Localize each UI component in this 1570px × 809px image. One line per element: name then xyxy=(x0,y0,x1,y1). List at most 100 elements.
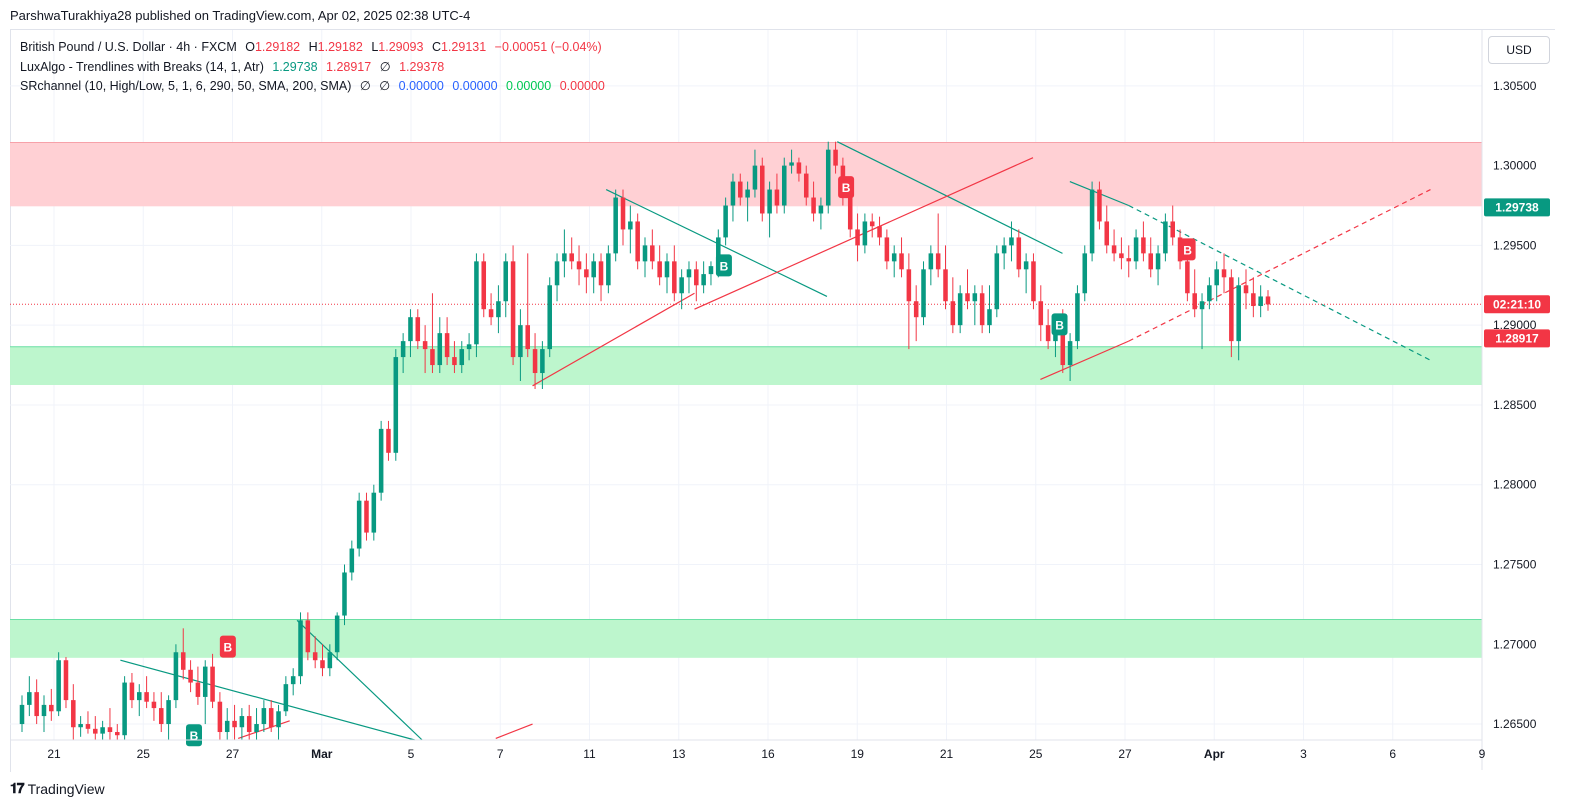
candle-body xyxy=(1251,293,1256,307)
candle-body xyxy=(276,711,281,728)
candle-body xyxy=(78,724,83,728)
candle xyxy=(869,213,875,238)
luxalgo-value-1: 1.29738 xyxy=(272,60,318,74)
candle-body xyxy=(41,704,47,717)
candle xyxy=(1243,269,1249,310)
candle-body xyxy=(312,652,318,661)
candle-body xyxy=(950,301,956,326)
candle-body xyxy=(1126,258,1132,262)
x-tick-label: 21 xyxy=(47,747,61,761)
candle-body xyxy=(158,708,164,725)
candle xyxy=(1141,221,1146,262)
break-label-text: B xyxy=(842,181,851,195)
candle-body xyxy=(1258,296,1263,307)
candle-body xyxy=(481,261,487,310)
srchannel-value-4: 0.00000 xyxy=(452,79,498,93)
candle xyxy=(554,253,560,302)
candle xyxy=(935,213,941,278)
candle xyxy=(356,492,362,557)
candle xyxy=(378,420,384,501)
break-label: B xyxy=(1179,238,1196,261)
candle-body xyxy=(869,221,875,227)
symbol-label[interactable]: British Pound / U.S. Dollar · 4h · FXCM xyxy=(20,40,237,54)
tradingview-brand[interactable]: 𝟏𝟕 TradingView xyxy=(10,780,105,797)
candle xyxy=(195,666,201,705)
candle-body xyxy=(774,189,780,206)
ohlc-low: L1.29093 xyxy=(371,40,424,54)
candle-body xyxy=(188,669,193,683)
x-tick-label: 25 xyxy=(1029,747,1043,761)
candle-body xyxy=(115,732,120,736)
candle-body xyxy=(408,317,413,342)
candle-body xyxy=(474,261,479,345)
candle-body xyxy=(752,165,758,190)
x-tick-label: 27 xyxy=(226,747,240,761)
candle xyxy=(452,341,457,374)
candle xyxy=(144,676,149,709)
candle xyxy=(122,676,127,740)
luxalgo-value-3: ∅ xyxy=(379,60,391,74)
candle-body xyxy=(1089,189,1095,254)
break-label-text: B xyxy=(1183,243,1192,257)
candle-body xyxy=(620,197,626,230)
candle xyxy=(386,420,391,461)
trendline xyxy=(1128,189,1431,342)
candle xyxy=(129,672,135,709)
candle-body xyxy=(1067,341,1073,366)
candle-body xyxy=(210,666,215,702)
candle-body xyxy=(93,728,98,734)
candle xyxy=(1001,237,1007,270)
candle-body xyxy=(246,716,252,733)
candle xyxy=(334,612,340,661)
publisher-line: ParshwaTurakhiya28 published on TradingV… xyxy=(10,8,471,23)
candle xyxy=(767,181,772,238)
candle-body xyxy=(239,716,245,728)
break-label: B xyxy=(715,254,732,277)
candle-body xyxy=(496,301,501,318)
candle-body xyxy=(701,274,706,286)
candle-body xyxy=(899,253,904,270)
legend-symbol-row[interactable]: British Pound / U.S. Dollar · 4h · FXCM … xyxy=(20,40,607,54)
candle xyxy=(723,197,728,246)
candle xyxy=(1075,285,1080,350)
candle xyxy=(540,341,545,389)
candle xyxy=(987,285,992,334)
break-label-text: B xyxy=(224,641,233,655)
candle xyxy=(825,141,831,214)
legend-luxalgo-row[interactable]: LuxAlgo - Trendlines with Breaks (14, 1,… xyxy=(20,59,449,74)
candle-body xyxy=(202,666,208,697)
candle-body xyxy=(1082,253,1088,294)
srchannel-value-5: 0.00000 xyxy=(506,79,552,93)
legend-srchannel-row[interactable]: SRchannel (10, High/Low, 5, 1, 6, 290, 5… xyxy=(20,78,610,93)
y-tick-label: 1.26500 xyxy=(1493,717,1537,731)
candle xyxy=(71,684,76,740)
candle-body xyxy=(503,261,509,302)
candle-body xyxy=(444,333,450,358)
candle-body xyxy=(664,261,670,278)
srchannel-indicator-name[interactable]: SRchannel (10, High/Low, 5, 1, 6, 290, 5… xyxy=(20,79,352,93)
candle-body xyxy=(1170,221,1175,238)
candle-body xyxy=(1221,269,1227,278)
y-tick-label: 1.30000 xyxy=(1493,159,1537,173)
candle xyxy=(532,333,538,389)
y-tick-label: 1.29500 xyxy=(1493,238,1537,252)
break-label-text: B xyxy=(190,729,199,743)
candle xyxy=(738,173,743,206)
candles xyxy=(19,141,1271,740)
candle xyxy=(408,309,413,358)
candle xyxy=(518,309,523,382)
axis-price-label-bg xyxy=(1484,198,1550,217)
candle xyxy=(877,216,882,246)
trendline xyxy=(532,292,695,387)
candle-body xyxy=(576,261,582,270)
luxalgo-indicator-name[interactable]: LuxAlgo - Trendlines with Breaks (14, 1,… xyxy=(20,60,264,74)
candle xyxy=(891,245,897,278)
candle-body xyxy=(415,317,421,342)
candle xyxy=(466,333,472,361)
break-label: B xyxy=(219,635,236,658)
candle xyxy=(569,237,574,270)
candle-body xyxy=(364,500,369,533)
currency-button[interactable]: USD xyxy=(1488,36,1550,64)
candle xyxy=(1229,269,1234,358)
